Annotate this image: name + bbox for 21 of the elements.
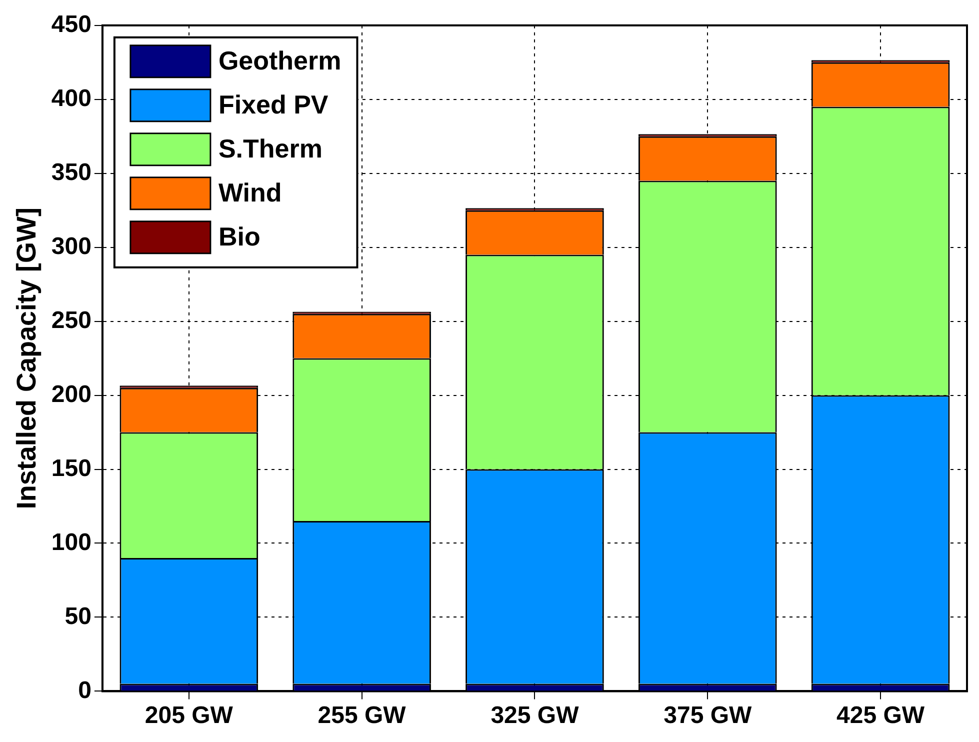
legend-label: Fixed PV [218,90,329,120]
y-tick-label: 350 [51,158,92,186]
y-axis-title: Installed Capacity [GW] [12,208,42,510]
y-tick-label: 300 [51,232,92,260]
legend-label: S.Therm [218,134,322,164]
y-tick-label: 250 [51,306,92,334]
x-tick-label: 425 GW [836,702,925,730]
y-tick-label: 200 [51,380,92,408]
y-tick-label: 50 [64,602,92,630]
y-tick-label: 450 [51,11,92,38]
legend-label: Geotherm [218,46,342,76]
y-tick-label: 150 [51,454,92,482]
x-tick-label: 255 GW [318,702,406,730]
y-tick-label: 100 [51,528,92,556]
legend-label: Wind [218,178,282,208]
y-tick-label: 400 [51,85,92,112]
y-tick-label: 0 [78,676,92,704]
x-tick-label: 375 GW [664,702,752,730]
x-tick-label: 325 GW [490,702,580,730]
legend-label: Bio [218,222,260,252]
x-tick-label: 205 GW [144,702,234,730]
